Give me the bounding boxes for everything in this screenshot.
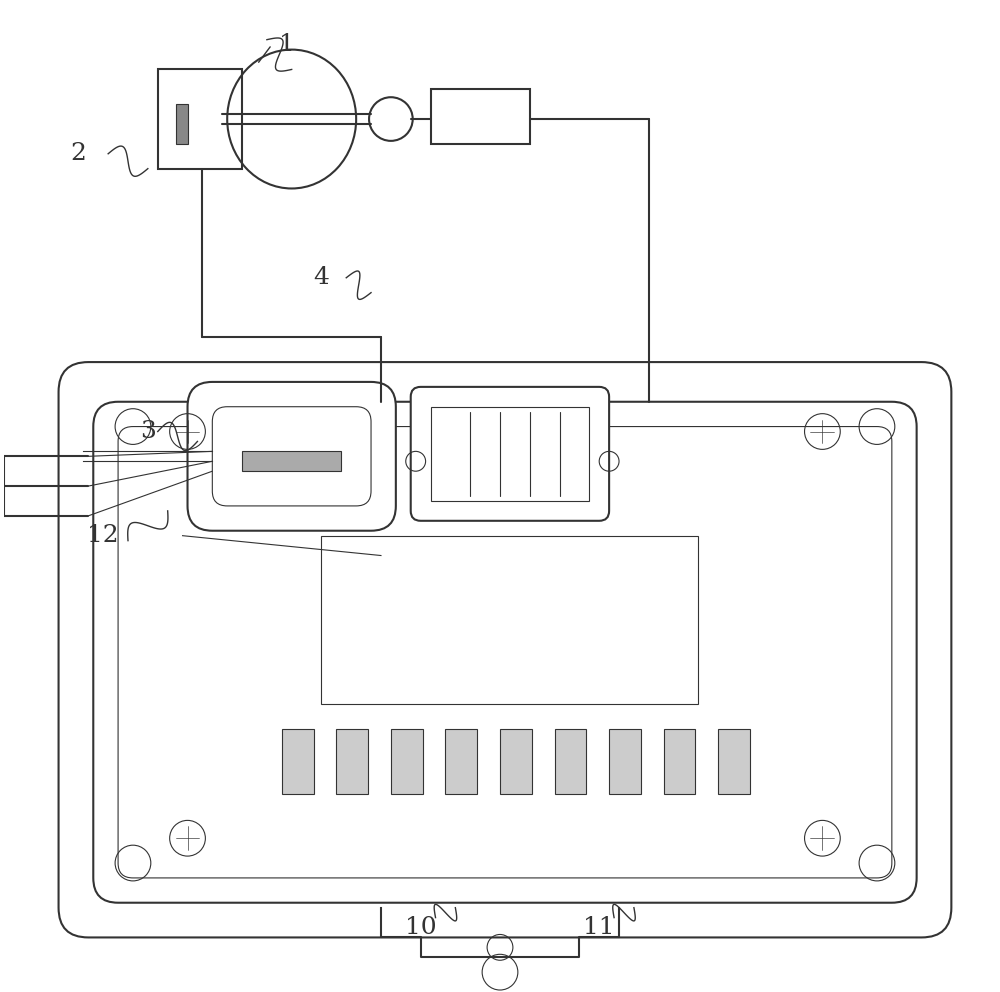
Bar: [431, 89, 530, 144]
FancyBboxPatch shape: [188, 382, 396, 531]
FancyBboxPatch shape: [411, 387, 609, 521]
Bar: [176, 104, 188, 144]
Bar: [282, 729, 314, 794]
Bar: [500, 729, 532, 794]
Bar: [242, 451, 341, 471]
Text: 12: 12: [87, 524, 119, 548]
Bar: [158, 69, 242, 169]
Bar: [555, 729, 586, 794]
Bar: [445, 729, 477, 794]
Bar: [336, 729, 368, 794]
Bar: [664, 729, 695, 794]
Bar: [718, 729, 750, 794]
Text: 3: 3: [140, 420, 156, 443]
Bar: [391, 729, 423, 794]
Text: 4: 4: [314, 266, 329, 290]
Text: 2: 2: [70, 142, 86, 166]
Text: 1: 1: [279, 33, 295, 57]
Text: 11: 11: [583, 916, 615, 939]
Text: 10: 10: [405, 916, 436, 939]
Bar: [609, 729, 641, 794]
Bar: [321, 536, 698, 704]
